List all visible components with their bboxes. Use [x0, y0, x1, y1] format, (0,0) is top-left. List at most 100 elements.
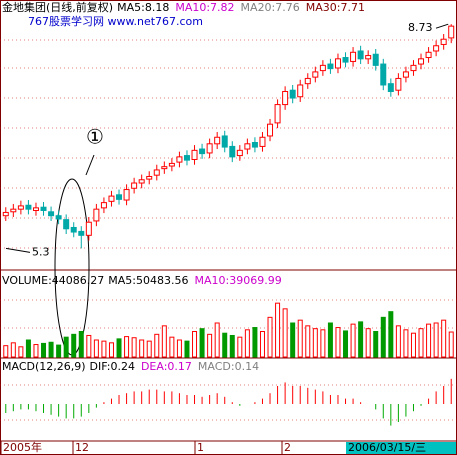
candle-body [70, 226, 77, 233]
x-tick-label: 2005年 [3, 440, 42, 454]
candle-body [78, 230, 85, 236]
candle-body [25, 204, 32, 210]
indicator-value: 39069.99 [229, 274, 282, 287]
annotation-arrow [85, 154, 95, 176]
volume-bar [154, 333, 160, 358]
volume-bar [108, 342, 114, 358]
volume-bar [48, 341, 54, 358]
indicator-value: 0.17 [167, 360, 192, 373]
candle-body [327, 63, 334, 70]
candle-body [387, 83, 394, 93]
volume-bar [426, 323, 432, 358]
volume-bar [403, 329, 409, 358]
candle-body [48, 211, 55, 217]
volume-bar [10, 342, 16, 358]
candle-body [85, 221, 92, 236]
volume-bar [358, 321, 364, 358]
candle-body [32, 207, 39, 211]
volume-bar [78, 331, 84, 358]
candle-body [282, 91, 289, 106]
candle-body [221, 135, 228, 148]
volume-bar [365, 328, 371, 358]
volume-bar [33, 344, 39, 358]
volume-bar [373, 331, 379, 358]
volume-bar [343, 330, 349, 358]
candle-body [274, 104, 281, 124]
candle-body [55, 215, 62, 220]
volume-bar [116, 338, 122, 358]
low-marker: 5.3 [32, 245, 50, 258]
volume-bar [93, 339, 99, 358]
candle-body [93, 208, 100, 222]
candle-body [183, 155, 190, 161]
indicator-label: MACD: [198, 360, 235, 373]
volume-bar [297, 319, 303, 358]
candle-body [334, 58, 341, 69]
candle-body [229, 145, 236, 158]
candle-body [10, 208, 17, 213]
grid [0, 39, 457, 421]
indicator-label: MA5: [117, 1, 145, 14]
volume-bar [229, 334, 235, 358]
candle-body [123, 189, 130, 201]
candle-body [297, 84, 304, 98]
indicator-label: MA10: [175, 1, 210, 14]
candle-body [138, 179, 145, 184]
indicator-value: 0.24 [110, 360, 135, 373]
indicator-value: 7.82 [210, 1, 235, 14]
volume-bar [312, 328, 318, 358]
indicator-value: 7.71 [340, 1, 365, 14]
volume-bar [184, 340, 190, 358]
volume-value: 44086.27 [52, 274, 105, 287]
title: 金地集团(日线,前复权) [2, 0, 113, 14]
volume-bar [335, 327, 341, 358]
indicator-label: MA20: [241, 1, 276, 14]
candle-body [176, 156, 183, 163]
indicator-label: MA10: [195, 274, 230, 287]
volume-bar [25, 339, 31, 358]
candle-body [116, 194, 123, 200]
candle-body [440, 38, 447, 45]
candle-body [418, 58, 425, 65]
x-tick-label: 1 [197, 441, 204, 454]
indicator-value: 0.14 [235, 360, 260, 373]
volume-bar [131, 337, 137, 358]
price-header: 金地集团(日线,前复权) MA5:8.18 MA10:7.82 MA20:7.76 MA… [2, 0, 365, 14]
x-tick-label: 12 [75, 441, 89, 454]
volume-bar [350, 323, 356, 358]
low-marker-arrow [5, 247, 31, 253]
candle-body [100, 202, 107, 209]
candle-body [214, 136, 221, 145]
volume-bar [41, 342, 47, 358]
candle-body [236, 149, 243, 157]
volume-bar [395, 325, 401, 358]
volume-bar [71, 333, 77, 358]
candle-body [425, 51, 432, 59]
volume-bar [418, 328, 424, 358]
candle-body [40, 206, 47, 211]
volume-bar [388, 311, 394, 358]
candle-body [350, 51, 357, 62]
volume-bar [259, 331, 265, 358]
indicator-label: MA5: [108, 274, 136, 287]
candle-body [342, 57, 349, 63]
volume-bar [433, 322, 439, 358]
candle-body [448, 25, 455, 39]
high-marker: 8.73 [408, 21, 433, 34]
candle-body [372, 53, 379, 66]
macd-header: MACD(12,26,9) DIF:0.24 DEA:0.17 MACD:0.14 [2, 360, 259, 373]
volume-bar [290, 322, 296, 358]
candle-body [191, 149, 198, 160]
current-date: 2006/03/15/三 [348, 441, 426, 454]
indicator-value: 50483.56 [136, 274, 189, 287]
candle-body [402, 71, 409, 78]
indicator-value: 7.76 [275, 1, 300, 14]
indicator-value: 8.18 [145, 1, 170, 14]
date-box [346, 442, 456, 454]
volume-bar [410, 332, 416, 358]
volume-bar [237, 336, 243, 358]
candle-body [267, 123, 274, 137]
volume-bar [18, 346, 24, 358]
